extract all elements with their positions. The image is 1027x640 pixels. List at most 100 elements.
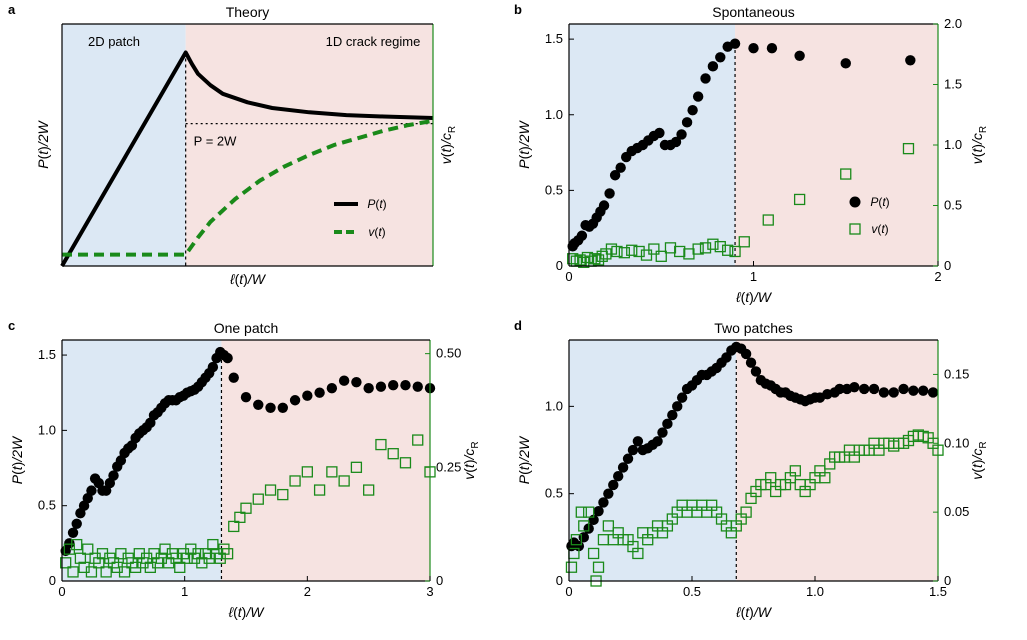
panel-title-a: Theory bbox=[226, 4, 270, 20]
data-point-p-b bbox=[609, 170, 621, 181]
y-axis-label-right-d: v(t)/cR bbox=[969, 441, 989, 479]
data-point-p-d bbox=[927, 387, 939, 398]
data-point-v-b bbox=[707, 238, 719, 250]
data-point-v-c bbox=[363, 484, 375, 496]
data-point-v-b bbox=[633, 245, 645, 258]
data-point-p-c bbox=[326, 383, 338, 394]
data-point-v-c bbox=[181, 552, 193, 564]
data-point-p-c bbox=[363, 383, 374, 394]
data-point-v-c bbox=[375, 438, 387, 451]
data-point-v-c bbox=[118, 566, 131, 578]
data-point-p-d bbox=[859, 383, 870, 395]
data-point-p-d bbox=[613, 471, 624, 482]
data-point-p-d bbox=[868, 383, 880, 395]
region-2d-bg-b bbox=[569, 24, 736, 266]
data-point-v-c bbox=[313, 484, 326, 496]
data-point-p-c bbox=[289, 395, 301, 406]
data-point-p-d bbox=[657, 427, 668, 438]
data-point-p-d bbox=[878, 387, 890, 398]
data-point-p-d bbox=[652, 436, 663, 447]
data-point-p-d bbox=[750, 366, 762, 377]
legend-label-v: v(t) bbox=[368, 225, 385, 239]
data-point-p-c bbox=[253, 399, 264, 410]
data-point-p-c bbox=[277, 402, 288, 413]
data-point-v-c bbox=[387, 448, 399, 460]
data-point-v-d bbox=[570, 534, 583, 546]
data-point-p-c bbox=[207, 361, 219, 373]
data-point-v-b bbox=[738, 236, 750, 248]
x-axis-label-a: ℓ(t)/W bbox=[229, 271, 267, 287]
data-point-p-b bbox=[576, 230, 588, 241]
panel-title-d: Two patches bbox=[714, 320, 793, 336]
region-1d-bg-c bbox=[221, 340, 430, 581]
panel-letter-b: b bbox=[514, 2, 522, 17]
data-point-p-b bbox=[598, 200, 610, 211]
data-point-p-b bbox=[681, 117, 693, 128]
data-point-p-d bbox=[672, 401, 683, 412]
x-tick-label-c: 3 bbox=[426, 584, 433, 599]
data-point-v-b bbox=[793, 193, 806, 206]
data-point-p-b bbox=[604, 188, 615, 199]
y-tick-label-d: 0 bbox=[556, 573, 563, 588]
data-point-v-d bbox=[740, 506, 752, 518]
data-point-p-d bbox=[627, 444, 639, 456]
y2-tick-label-c: 0.50 bbox=[436, 346, 461, 361]
region-label-1d-crack: 1D crack regime bbox=[326, 34, 421, 49]
legend-marker-v bbox=[849, 223, 861, 235]
data-point-p-b bbox=[687, 105, 698, 116]
legend-label-v-b: v(t) bbox=[871, 222, 888, 236]
data-point-v-c bbox=[82, 543, 94, 555]
data-point-p-b bbox=[700, 73, 711, 84]
data-point-v-c bbox=[277, 488, 289, 501]
data-point-v-c bbox=[174, 561, 186, 574]
data-point-v-b bbox=[640, 249, 653, 261]
region-1d-bg-d bbox=[736, 340, 938, 581]
data-point-p-c bbox=[314, 387, 325, 398]
series-line-v-theory bbox=[62, 118, 434, 257]
data-point-p-b bbox=[729, 38, 741, 49]
data-point-v-c bbox=[240, 502, 252, 514]
data-point-p-c bbox=[412, 381, 423, 392]
x-tick-label-b: 2 bbox=[934, 269, 941, 284]
y-tick-label-b: 0 bbox=[556, 258, 563, 273]
data-point-v-b bbox=[840, 168, 852, 180]
data-point-p-d bbox=[593, 505, 604, 517]
y-axis-label-left-d: P(t)/2W bbox=[516, 435, 532, 484]
x-tick-label-b: 0 bbox=[565, 269, 572, 284]
data-point-v-c bbox=[350, 461, 363, 473]
data-point-p-b bbox=[748, 43, 759, 54]
data-point-v-d bbox=[592, 561, 605, 573]
data-point-p-d bbox=[622, 453, 634, 464]
x-tick-label-d: 0 bbox=[565, 584, 572, 599]
data-point-p-d bbox=[662, 418, 673, 430]
data-point-v-c bbox=[85, 566, 98, 578]
y2-tick-label-d: 0.05 bbox=[944, 504, 969, 519]
data-point-p-d bbox=[745, 357, 757, 368]
y2-tick-label-b: 1.0 bbox=[944, 137, 962, 152]
region-2d-bg-a bbox=[62, 24, 186, 266]
data-point-v-d bbox=[587, 547, 600, 560]
data-point-p-d bbox=[676, 392, 688, 403]
data-point-p-d bbox=[598, 497, 609, 508]
data-point-v-b bbox=[581, 251, 594, 264]
x-axis-label-c: ℓ(t)/W bbox=[228, 604, 266, 620]
x-tick-label-c: 0 bbox=[58, 584, 65, 599]
data-point-p-c bbox=[375, 381, 387, 392]
panel-letter-d: d bbox=[514, 318, 522, 333]
data-point-p-d bbox=[918, 385, 929, 396]
y-axis-label-right-b: v(t)/cR bbox=[969, 126, 989, 164]
data-point-p-c bbox=[228, 372, 239, 383]
data-point-v-b bbox=[618, 247, 630, 259]
data-point-p-d bbox=[667, 409, 678, 421]
data-point-v-d bbox=[819, 472, 831, 484]
data-point-v-b bbox=[762, 214, 774, 226]
data-point-v-c bbox=[399, 457, 412, 469]
y-tick-label-c: 1.0 bbox=[38, 422, 56, 437]
y-axis-label-left-a: P(t)/2W bbox=[35, 119, 51, 168]
data-point-v-c bbox=[60, 557, 72, 569]
panel-letter-c: c bbox=[8, 318, 15, 333]
data-point-p-c bbox=[400, 379, 411, 391]
y-axis-label-left-c: P(t)/2W bbox=[9, 435, 25, 484]
data-point-p-c bbox=[338, 375, 350, 386]
data-point-v-d bbox=[765, 472, 777, 484]
